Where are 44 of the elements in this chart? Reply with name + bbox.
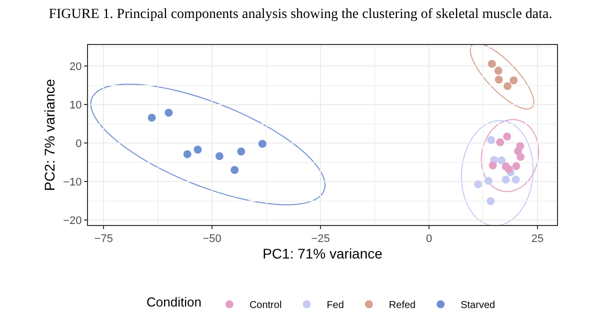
point [503,132,512,141]
x-axis-title: PC1: 71% variance [262,246,383,262]
legend-label: Starved [460,300,496,312]
point [496,138,504,146]
point [488,60,496,68]
point [494,76,503,84]
legend-label: Control [249,300,282,312]
chart-title: FIGURE 1. Principal components analysis showing the clustering of skeletal muscle data. [48,7,552,22]
point [487,136,496,144]
point [497,156,506,164]
point [510,76,518,84]
point [148,114,156,122]
y-tick-label: 0 [76,138,82,150]
point [512,162,520,170]
y-tick-label: 10 [70,99,82,112]
point [486,197,495,206]
point [484,176,492,185]
point [194,146,202,154]
point [474,180,482,188]
point [237,148,246,156]
x-tick-label: 0 [426,233,432,246]
y-tick-label: 20 [70,61,82,73]
y-tick-label: −20 [63,214,82,227]
point [488,161,497,170]
x-tick-label: −50 [202,233,222,246]
point [516,152,525,161]
point [258,140,266,148]
legend-label: Refed [388,300,416,312]
point [494,66,502,75]
point [504,82,512,90]
x-tick-label: −25 [311,233,330,246]
y-tick-label: −10 [63,176,82,188]
legend-label: Fed [326,300,344,312]
point [183,150,192,158]
y-axis-title: PC2: 7% variance [42,78,58,192]
point [512,176,520,184]
x-tick-label: −75 [94,233,113,246]
x-tick-label: 25 [531,233,544,246]
point [504,165,513,174]
point [164,108,173,117]
point [230,166,239,174]
legend-title: Condition [146,294,202,310]
point [502,176,510,184]
point [215,152,224,160]
